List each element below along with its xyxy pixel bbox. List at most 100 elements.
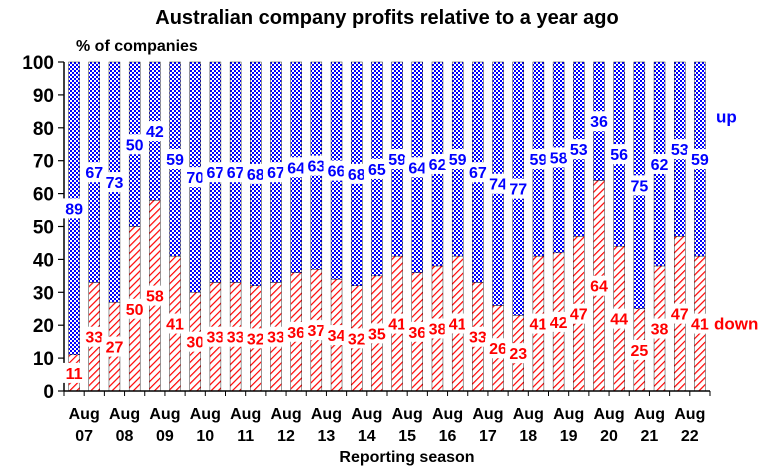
data-label-up: 58 bbox=[550, 150, 568, 167]
data-label-down-bg bbox=[283, 321, 310, 342]
data-label-up-bg bbox=[384, 149, 411, 170]
data-label-down: 42 bbox=[550, 315, 568, 332]
data-label-up-bg bbox=[262, 162, 289, 183]
data-label-down-bg bbox=[606, 308, 633, 329]
data-label-up-bg bbox=[303, 155, 330, 176]
data-label-down-bg bbox=[222, 326, 249, 347]
data-label-down-bg bbox=[141, 285, 168, 306]
data-label-up: 62 bbox=[651, 157, 669, 174]
x-tick-label-month: Aug bbox=[109, 406, 140, 423]
data-label-down: 41 bbox=[449, 317, 467, 334]
data-label-down: 30 bbox=[186, 335, 204, 352]
data-label-down-bg bbox=[262, 326, 289, 347]
data-label-up-bg bbox=[121, 134, 148, 155]
y-tick-label: 20 bbox=[33, 316, 54, 337]
data-label-down-bg bbox=[121, 298, 148, 319]
data-label-up: 64 bbox=[287, 160, 305, 177]
data-label-up: 53 bbox=[671, 142, 689, 159]
data-label-down: 33 bbox=[207, 330, 225, 347]
data-label-up-bg bbox=[242, 163, 269, 184]
x-tick-label-month: Aug bbox=[594, 406, 625, 423]
data-label-up-bg bbox=[61, 198, 88, 219]
data-label-down: 33 bbox=[469, 330, 487, 347]
data-label-up: 67 bbox=[85, 165, 103, 182]
data-label-down: 47 bbox=[570, 307, 588, 324]
data-label-up: 36 bbox=[590, 114, 608, 131]
data-label-down-bg bbox=[505, 343, 532, 364]
data-label-down: 33 bbox=[227, 330, 245, 347]
data-label-up-bg bbox=[101, 172, 128, 193]
data-label-down-bg bbox=[182, 331, 209, 352]
data-label-up-bg bbox=[141, 121, 168, 142]
data-label-down-bg bbox=[444, 313, 471, 334]
x-tick-label-month: Aug bbox=[392, 406, 423, 423]
data-label-down-bg bbox=[404, 321, 431, 342]
data-label-down-bg bbox=[162, 313, 189, 334]
data-label-down-bg bbox=[202, 326, 229, 347]
x-tick-label-month: Aug bbox=[149, 406, 180, 423]
y-tick-label: 0 bbox=[43, 382, 54, 403]
data-label-down-bg bbox=[525, 313, 552, 334]
x-tick-label-year: 07 bbox=[75, 428, 93, 445]
data-label-down: 38 bbox=[429, 321, 447, 338]
data-label-up: 89 bbox=[65, 201, 83, 218]
data-label-down: 32 bbox=[348, 331, 366, 348]
data-label-up-bg bbox=[283, 157, 310, 178]
data-label-up-bg bbox=[485, 173, 512, 194]
y-tick-label: 10 bbox=[33, 349, 54, 370]
data-label-down-bg bbox=[303, 320, 330, 341]
data-label-up: 59 bbox=[530, 152, 548, 169]
data-label-up-bg bbox=[565, 139, 592, 160]
data-label-up: 68 bbox=[348, 167, 366, 184]
data-label-down: 26 bbox=[489, 341, 507, 358]
data-label-down: 41 bbox=[166, 317, 184, 334]
x-tick-label-year: 13 bbox=[318, 428, 336, 445]
data-label-up-bg bbox=[585, 111, 612, 132]
data-label-up-bg bbox=[464, 162, 491, 183]
data-label-down: 35 bbox=[368, 326, 386, 343]
y-tick-label: 60 bbox=[33, 185, 54, 206]
y-tick-label: 40 bbox=[33, 250, 54, 271]
axes-layer: 0 10 20 30 40 50 60 70 80 90 100 Aug 07 Aug 08 Aug 09 Aug… bbox=[22, 53, 711, 445]
x-tick-label-month: Aug bbox=[472, 406, 503, 423]
data-label-up: 67 bbox=[227, 165, 245, 182]
data-label-up: 65 bbox=[368, 162, 386, 179]
data-label-down: 50 bbox=[126, 302, 144, 319]
data-label-down: 25 bbox=[630, 343, 648, 360]
data-label-up-bg bbox=[545, 147, 572, 168]
x-tick-label-year: 18 bbox=[519, 428, 537, 445]
data-label-up: 50 bbox=[126, 137, 144, 154]
data-label-down-bg bbox=[666, 303, 693, 324]
data-label-up-bg bbox=[626, 175, 653, 196]
x-tick-label-year: 08 bbox=[116, 428, 134, 445]
data-label-up: 42 bbox=[146, 124, 164, 141]
data-label-down: 41 bbox=[691, 317, 709, 334]
data-label-down: 33 bbox=[85, 330, 103, 347]
data-label-up: 62 bbox=[429, 157, 447, 174]
x-tick-label-month: Aug bbox=[351, 406, 382, 423]
data-label-down-bg bbox=[343, 328, 370, 349]
data-label-up: 53 bbox=[570, 142, 588, 159]
data-label-down-bg bbox=[626, 339, 653, 360]
data-label-up: 66 bbox=[328, 164, 346, 181]
data-label-up-bg bbox=[202, 162, 229, 183]
x-tick-label-year: 17 bbox=[479, 428, 497, 445]
data-label-up: 74 bbox=[489, 177, 507, 194]
data-label-down: 41 bbox=[530, 317, 548, 334]
x-tick-label-year: 10 bbox=[196, 428, 214, 445]
x-axis-label: Reporting season bbox=[339, 449, 474, 466]
x-tick-label-month: Aug bbox=[432, 406, 463, 423]
data-label-down-bg bbox=[384, 313, 411, 334]
x-tick-label-month: Aug bbox=[513, 406, 544, 423]
data-label-down: 41 bbox=[388, 317, 406, 334]
data-label-down-bg bbox=[485, 338, 512, 359]
data-label-up: 59 bbox=[449, 152, 467, 169]
data-label-up-bg bbox=[404, 157, 431, 178]
x-tick-label-month: Aug bbox=[230, 406, 261, 423]
x-tick-label-year: 09 bbox=[156, 428, 174, 445]
data-label-up: 73 bbox=[106, 175, 124, 192]
data-label-up-bg bbox=[505, 178, 532, 199]
data-label-down-bg bbox=[424, 318, 451, 339]
x-tick-label-month: Aug bbox=[271, 406, 302, 423]
